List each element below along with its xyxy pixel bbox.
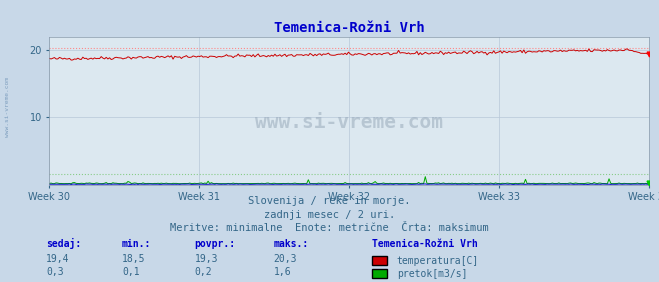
Text: Meritve: minimalne  Enote: metrične  Črta: maksimum: Meritve: minimalne Enote: metrične Črta:… — [170, 223, 489, 233]
Text: povpr.:: povpr.: — [194, 239, 235, 249]
Text: Temenica-Rožni Vrh: Temenica-Rožni Vrh — [372, 239, 478, 249]
Text: min.:: min.: — [122, 239, 152, 249]
Text: maks.:: maks.: — [273, 239, 308, 249]
Text: Slovenija / reke in morje.: Slovenija / reke in morje. — [248, 196, 411, 206]
Text: zadnji mesec / 2 uri.: zadnji mesec / 2 uri. — [264, 210, 395, 219]
Text: 0,2: 0,2 — [194, 267, 212, 277]
Text: 0,1: 0,1 — [122, 267, 140, 277]
Text: 19,3: 19,3 — [194, 254, 218, 264]
Text: 19,4: 19,4 — [46, 254, 70, 264]
Text: 1,6: 1,6 — [273, 267, 291, 277]
Title: Temenica-Rožni Vrh: Temenica-Rožni Vrh — [274, 21, 424, 36]
Text: sedaj:: sedaj: — [46, 238, 81, 249]
Text: www.si-vreme.com: www.si-vreme.com — [5, 77, 11, 137]
Text: 20,3: 20,3 — [273, 254, 297, 264]
Text: www.si-vreme.com: www.si-vreme.com — [255, 113, 444, 132]
Text: pretok[m3/s]: pretok[m3/s] — [397, 269, 467, 279]
Text: 18,5: 18,5 — [122, 254, 146, 264]
Text: 0,3: 0,3 — [46, 267, 64, 277]
Text: temperatura[C]: temperatura[C] — [397, 256, 479, 266]
